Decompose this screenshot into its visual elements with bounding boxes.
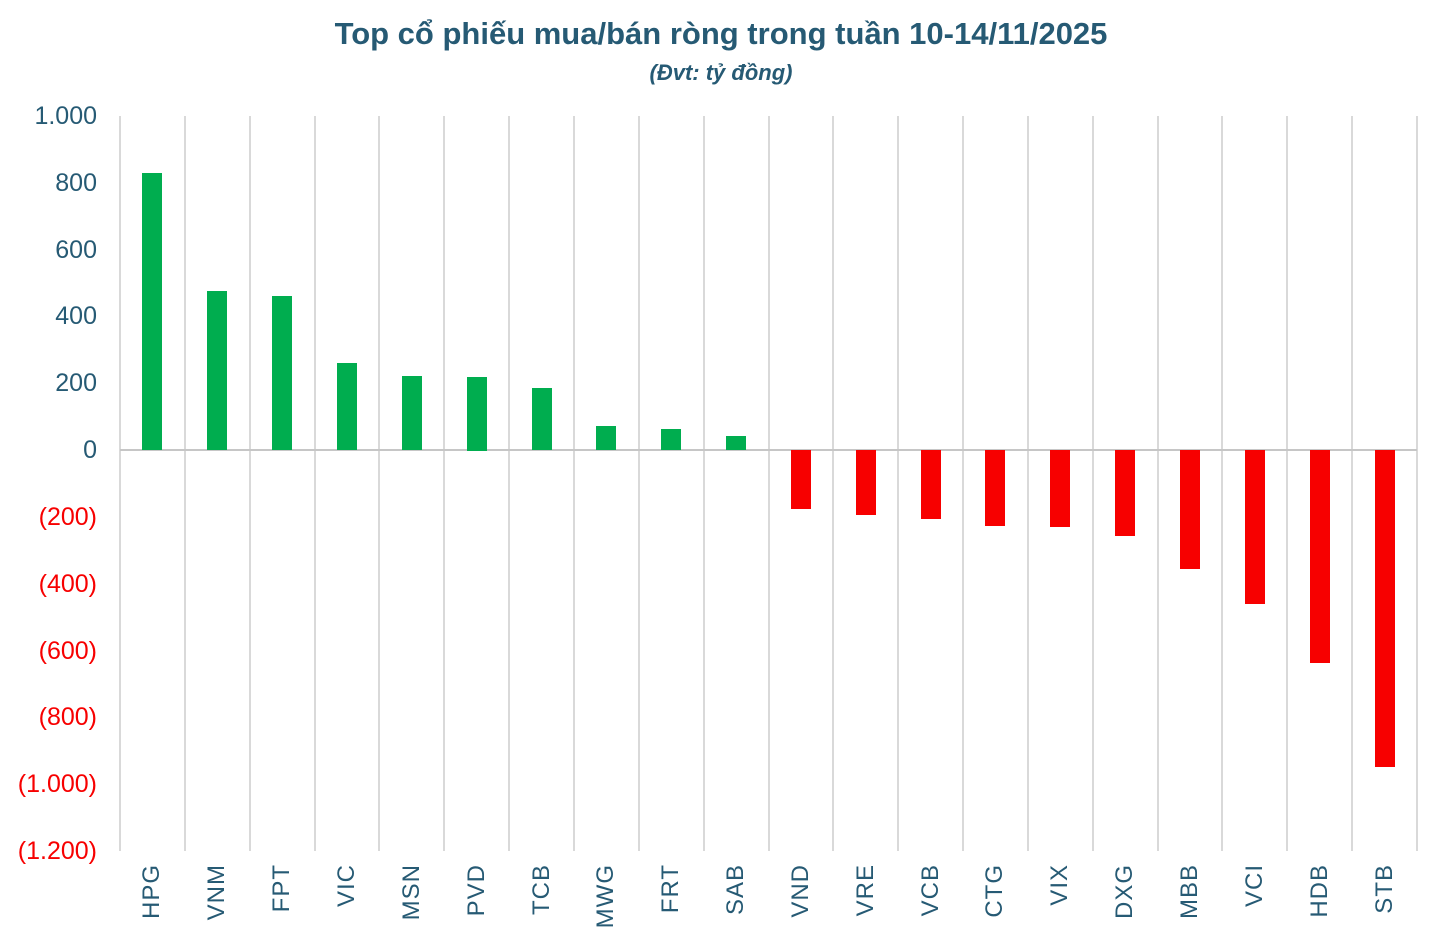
bar-vnd [791,450,811,509]
bar-fpt [272,296,292,450]
bar-msn [402,376,422,450]
chart-subtitle: (Đvt: tỷ đồng) [649,60,793,85]
x-tick-label-text: VCI [1241,864,1268,908]
x-tick-label-vre: VRE [849,864,883,940]
bar-vix [1050,450,1070,527]
x-tick-label-text: CTG [981,864,1008,918]
bar-vnm [207,291,227,450]
x-tick-label-mwg: MWG [589,864,623,940]
bar-vci [1245,450,1265,604]
x-tick-label-vic: VIC [330,864,364,940]
x-tick-label-text: STB [1371,864,1398,914]
x-tick-label-stb: STB [1368,864,1402,940]
vertical-gridline [184,116,186,851]
y-tick-label: 1.000 [34,102,97,130]
x-tick-label-vcb: VCB [914,864,948,940]
vertical-gridline [443,116,445,851]
vertical-gridline [768,116,770,851]
x-tick-label-fpt: FPT [265,864,299,940]
vertical-gridline [378,116,380,851]
vertical-gridline [1027,116,1029,851]
y-tick-label: 400 [55,302,97,330]
x-tick-label-vnm: VNM [200,864,234,940]
bar-stb [1375,450,1395,767]
x-tick-label-tcb: TCB [525,864,559,940]
vertical-gridline [1092,116,1094,851]
x-tick-label-dxg: DXG [1108,864,1142,940]
x-tick-label-text: SAB [722,864,749,916]
vertical-gridline [1416,116,1418,851]
x-tick-label-text: VIC [333,864,360,908]
x-tick-label-msn: MSN [395,864,429,940]
plot-area [119,116,1418,851]
vertical-gridline [314,116,316,851]
x-tick-label-text: PVD [463,864,490,917]
x-tick-label-frt: FRT [654,864,688,940]
x-tick-label-mbb: MBB [1173,864,1207,940]
x-tick-label-text: VCB [917,864,944,917]
vertical-gridline [897,116,899,851]
bar-mwg [596,426,616,450]
bar-vcb [921,450,941,519]
vertical-gridline [1221,116,1223,851]
bar-pvd [467,377,487,451]
chart-title: Top cổ phiếu mua/bán ròng trong tuần 10-… [334,16,1108,51]
y-tick-label: 800 [55,169,97,197]
vertical-gridline [1157,116,1159,851]
vertical-gridline [249,116,251,851]
x-tick-label-hpg: HPG [135,864,169,940]
vertical-gridline [962,116,964,851]
y-tick-label: (400) [38,570,97,598]
bar-dxg [1115,450,1135,536]
x-tick-label-text: TCB [528,864,555,915]
vertical-gridline [1286,116,1288,851]
x-tick-label-text: MWG [592,864,619,929]
vertical-gridline [573,116,575,851]
y-tick-label: 600 [55,236,97,264]
zero-axis-line [120,449,1417,451]
x-tick-label-text: VIX [1046,864,1073,906]
x-tick-label-ctg: CTG [978,864,1012,940]
x-tick-label-vix: VIX [1043,864,1077,940]
x-tick-label-text: VND [787,864,814,918]
y-tick-label: 0 [83,436,97,464]
bar-tcb [532,388,552,450]
bar-hdb [1310,450,1330,663]
bar-vic [337,363,357,450]
x-tick-label-vnd: VND [784,864,818,940]
x-tick-label-text: DXG [1111,864,1138,920]
y-tick-label: (600) [38,637,97,665]
y-tick-label: (1.200) [17,837,97,865]
bar-frt [661,429,681,450]
bar-ctg [985,450,1005,526]
vertical-gridline [832,116,834,851]
vertical-gridline [638,116,640,851]
x-tick-label-text: FPT [268,864,295,913]
bar-mbb [1180,450,1200,569]
x-tick-label-vci: VCI [1238,864,1272,940]
x-tick-label-sab: SAB [719,864,753,940]
y-tick-label: 200 [55,369,97,397]
bar-sab [726,436,746,450]
y-tick-label: (1.000) [17,770,97,798]
x-tick-label-text: HDB [1306,864,1333,918]
y-axis-line [119,116,121,851]
x-tick-label-pvd: PVD [460,864,494,940]
bar-vre [856,450,876,515]
x-tick-label-text: HPG [138,864,165,920]
x-tick-label-text: MBB [1176,864,1203,920]
y-tick-label: (800) [38,703,97,731]
vertical-gridline [508,116,510,851]
x-tick-label-text: MSN [398,864,425,921]
x-tick-label-hdb: HDB [1303,864,1337,940]
vertical-gridline [703,116,705,851]
x-tick-label-text: FRT [657,864,684,914]
bar-hpg [142,173,162,450]
x-tick-label-text: VNM [203,864,230,921]
x-tick-label-text: VRE [852,864,879,917]
y-tick-label: (200) [38,503,97,531]
vertical-gridline [1351,116,1353,851]
